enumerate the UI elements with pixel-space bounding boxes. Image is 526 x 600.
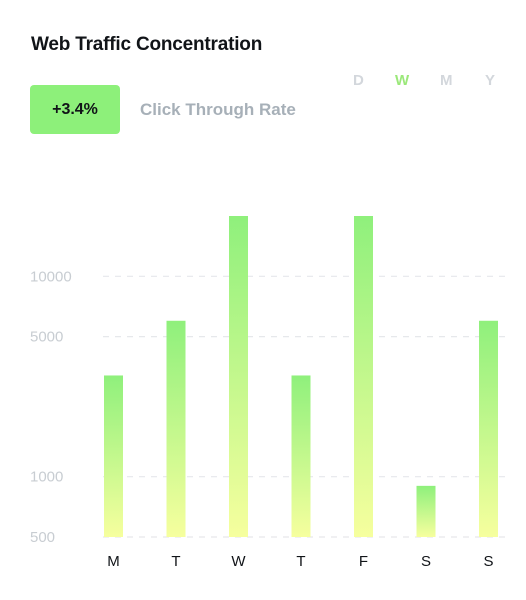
y-tick-label: 1000: [30, 469, 63, 486]
period-tab-w[interactable]: W: [395, 72, 410, 89]
grid-lines: [103, 275, 510, 538]
period-tab-m[interactable]: M: [440, 72, 453, 89]
bar[interactable]: [291, 375, 311, 537]
x-tick-label: T: [296, 553, 305, 570]
x-tick-label: S: [483, 553, 493, 570]
period-tab-y[interactable]: Y: [485, 72, 496, 89]
x-tick-label: W: [231, 553, 246, 570]
y-tick-label: 5000: [30, 329, 63, 346]
period-tabs: D W M Y: [340, 72, 510, 94]
x-tick-label: F: [359, 553, 368, 570]
bar[interactable]: [229, 216, 248, 537]
bar[interactable]: [166, 320, 186, 537]
change-badge: +3.4%: [30, 85, 120, 134]
x-tick-label: T: [171, 553, 180, 570]
bar[interactable]: [354, 216, 373, 537]
bar[interactable]: [104, 375, 123, 537]
y-axis-ticks: 500 1000 5000 10000: [30, 268, 72, 546]
bar[interactable]: [479, 320, 498, 537]
x-tick-label: S: [421, 553, 431, 570]
x-tick-label: M: [107, 553, 120, 570]
period-tab-d[interactable]: D: [353, 72, 364, 89]
card-title: Web Traffic Concentration: [31, 34, 263, 55]
bar[interactable]: [416, 485, 436, 537]
metric-label: Click Through Rate: [140, 100, 296, 119]
y-tick-label: 10000: [30, 268, 72, 285]
bars: [104, 216, 498, 537]
y-tick-label: 500: [30, 529, 55, 546]
